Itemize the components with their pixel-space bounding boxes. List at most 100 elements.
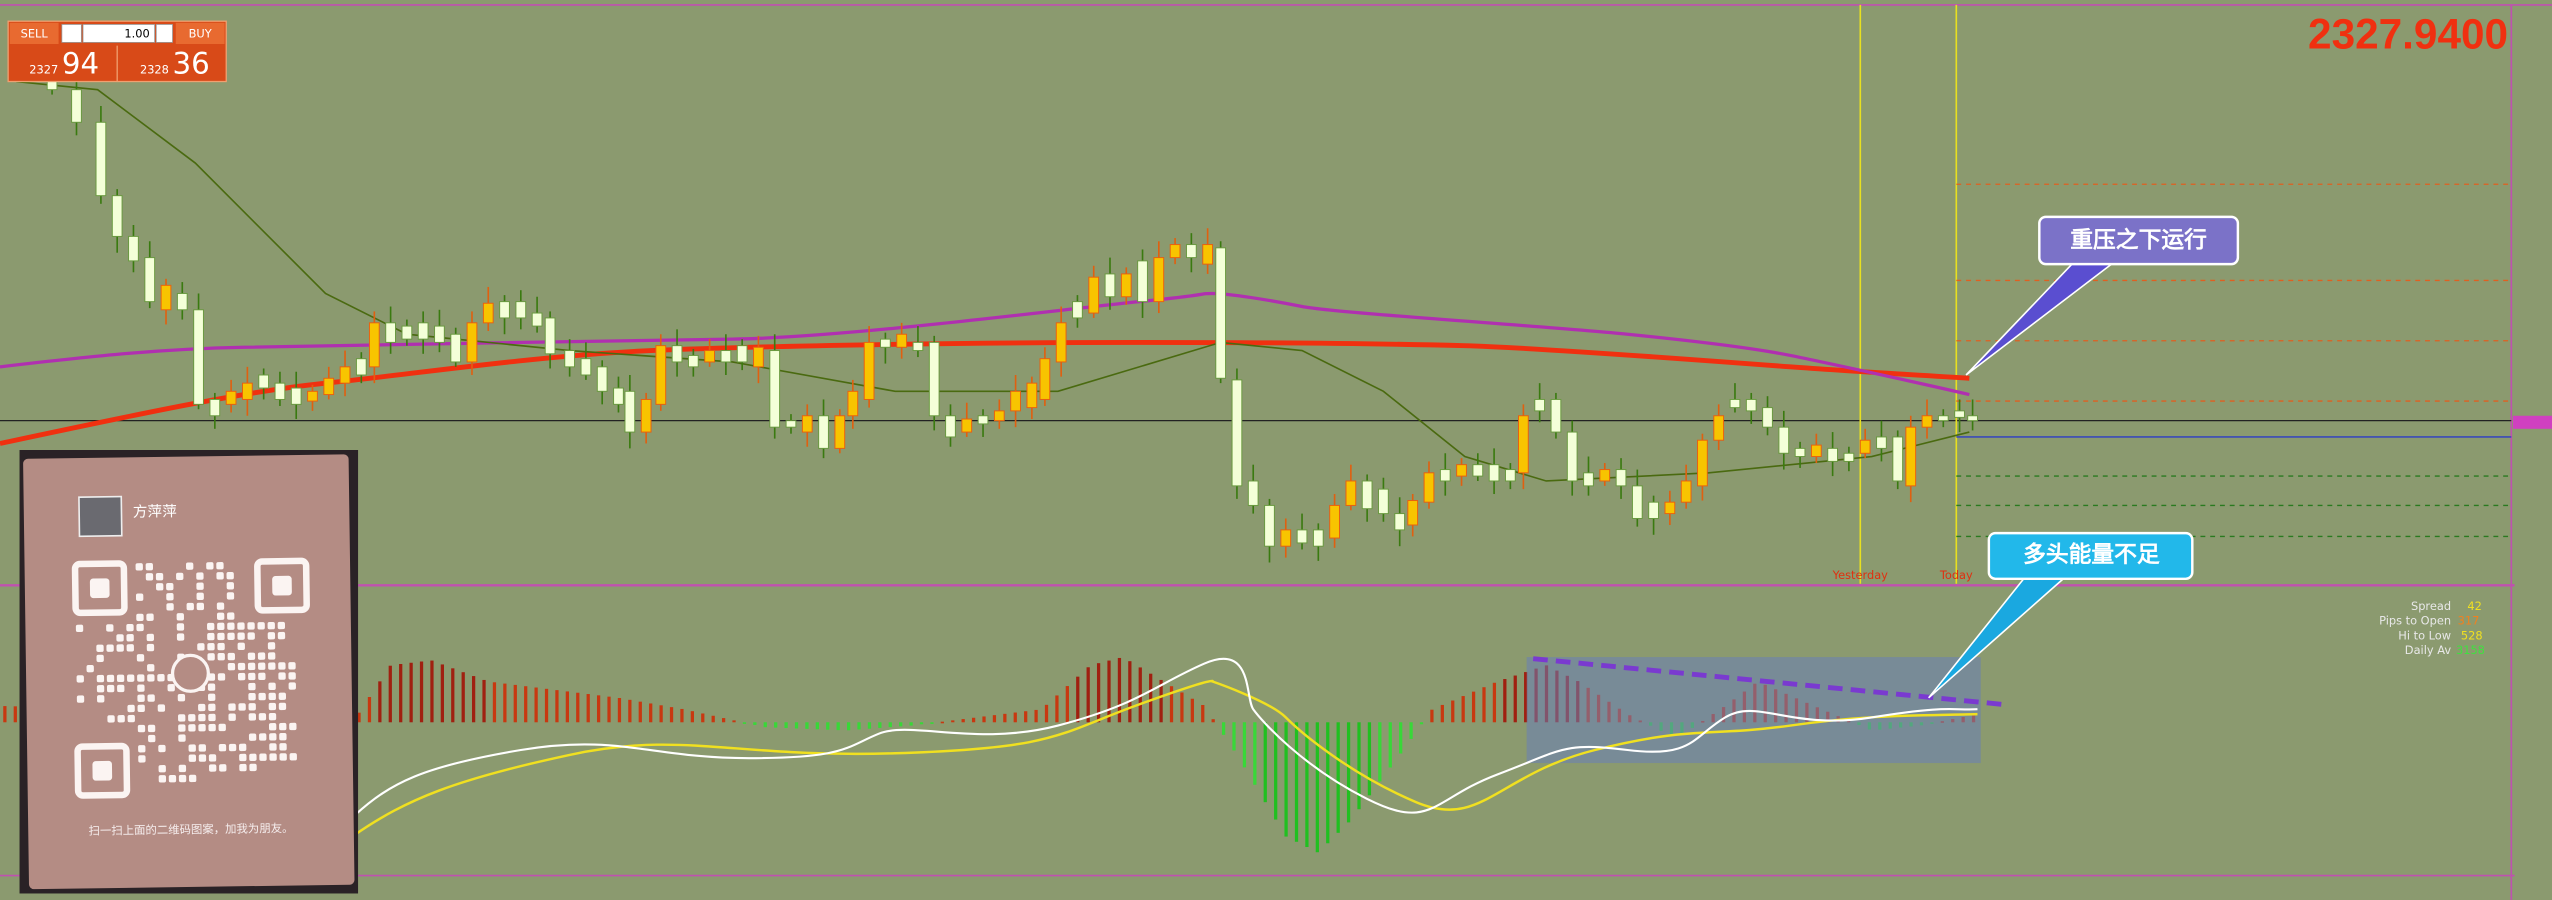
histogram-bar xyxy=(628,699,632,723)
qr-dot xyxy=(126,644,134,652)
qr-dot xyxy=(258,662,266,670)
candle-body xyxy=(1648,501,1659,519)
qr-dot xyxy=(279,753,287,761)
trend-line xyxy=(1532,656,2003,707)
qr-dot xyxy=(247,662,256,671)
candle-body xyxy=(1859,439,1871,454)
qr-dot xyxy=(166,582,174,591)
candle-body xyxy=(1407,500,1419,526)
candle-body xyxy=(160,284,172,311)
histogram-bar xyxy=(1013,712,1017,723)
qr-dot xyxy=(188,754,197,762)
candle-body xyxy=(274,382,286,400)
histogram-bar xyxy=(1492,682,1497,723)
qr-dot xyxy=(219,764,227,772)
candle-body xyxy=(912,341,924,352)
qr-dot xyxy=(279,722,287,731)
qr-dot xyxy=(156,583,164,591)
histogram-bar xyxy=(513,684,517,723)
candle-body xyxy=(401,325,413,340)
lot-input[interactable] xyxy=(82,24,156,43)
qr-dot xyxy=(147,724,156,733)
qr-dot xyxy=(279,733,287,741)
qr-dot xyxy=(146,633,154,642)
candle-body xyxy=(1550,398,1562,433)
candle-body xyxy=(1488,464,1500,482)
avatar xyxy=(78,495,123,538)
candle-body xyxy=(1534,398,1546,412)
candle-body xyxy=(339,366,351,384)
buy-label[interactable]: BUY xyxy=(189,27,212,41)
candle-body xyxy=(1296,529,1308,544)
qr-dot xyxy=(237,662,246,671)
histogram-bar xyxy=(701,713,705,723)
candle-body xyxy=(1423,472,1435,503)
candle-body xyxy=(1680,480,1692,503)
qr-dot xyxy=(96,685,105,693)
sell-button[interactable] xyxy=(9,22,59,45)
qr-dot xyxy=(155,572,164,581)
lot-value[interactable]: 1.00 xyxy=(124,27,149,41)
ask-big[interactable]: 2328 xyxy=(140,63,169,77)
current-price: 2327.9400 xyxy=(2308,11,2508,58)
histogram-bar xyxy=(1326,722,1330,844)
qr-dot xyxy=(97,695,105,703)
histogram-bar xyxy=(774,722,778,728)
price-tag xyxy=(2512,415,2552,429)
qr-dot xyxy=(267,621,275,630)
histogram-bar xyxy=(1399,722,1403,754)
candle-body xyxy=(1104,273,1116,298)
qr-dot xyxy=(207,643,215,651)
qr-dot xyxy=(278,702,287,711)
qr-dot xyxy=(206,562,214,570)
qr-dot xyxy=(208,723,216,732)
histogram-bar xyxy=(1471,691,1476,723)
histogram-bar xyxy=(846,722,851,731)
order-panel: SELL BUY 1.00 2327 94 2328 36 xyxy=(7,20,227,83)
candle-body xyxy=(1231,379,1243,487)
bid-big[interactable]: 2327 xyxy=(29,63,58,77)
histogram-bar xyxy=(1055,695,1059,723)
qr-dot xyxy=(198,703,206,712)
histogram-bar xyxy=(649,703,653,723)
qr-dot xyxy=(217,632,225,641)
bid-pips[interactable]: 94 xyxy=(62,47,99,81)
histogram-bar xyxy=(1378,722,1382,782)
candle-body xyxy=(176,292,188,311)
histogram-bar xyxy=(430,660,434,723)
qr-dot xyxy=(237,632,245,640)
buy-button[interactable] xyxy=(175,22,225,45)
qr-dot xyxy=(278,672,286,680)
histogram-bar xyxy=(971,717,976,723)
qr-dot xyxy=(196,592,204,601)
qr-dot xyxy=(248,693,256,701)
candle-body xyxy=(1518,415,1529,474)
candle-body xyxy=(290,387,302,405)
qr-dot xyxy=(259,753,267,761)
candle-body xyxy=(1329,504,1340,539)
qr-finder xyxy=(71,560,128,617)
qr-dot xyxy=(226,592,235,600)
ask-pips[interactable]: 36 xyxy=(173,47,210,81)
qr-dot xyxy=(228,743,237,752)
candle-body xyxy=(544,317,556,355)
histogram-bar xyxy=(388,665,392,723)
histogram-bar xyxy=(482,679,486,723)
candle-body xyxy=(1762,407,1773,428)
qr-dot xyxy=(127,704,135,713)
info-label: Pips to Open xyxy=(2379,614,2451,628)
qr-dot xyxy=(247,652,256,660)
histogram-bar xyxy=(992,715,997,723)
lot-decrease[interactable] xyxy=(61,24,82,43)
qr-dot xyxy=(216,562,224,570)
lot-increase[interactable] xyxy=(155,24,173,43)
qr-dot xyxy=(258,672,266,681)
qr-dot xyxy=(197,643,205,651)
qr-dot xyxy=(135,563,143,571)
histogram-bar xyxy=(1419,722,1424,725)
candle-body xyxy=(95,121,107,197)
candle-body xyxy=(687,354,699,368)
sell-label[interactable]: SELL xyxy=(21,27,49,41)
qr-dot xyxy=(178,714,186,722)
qr-dot xyxy=(237,672,246,681)
